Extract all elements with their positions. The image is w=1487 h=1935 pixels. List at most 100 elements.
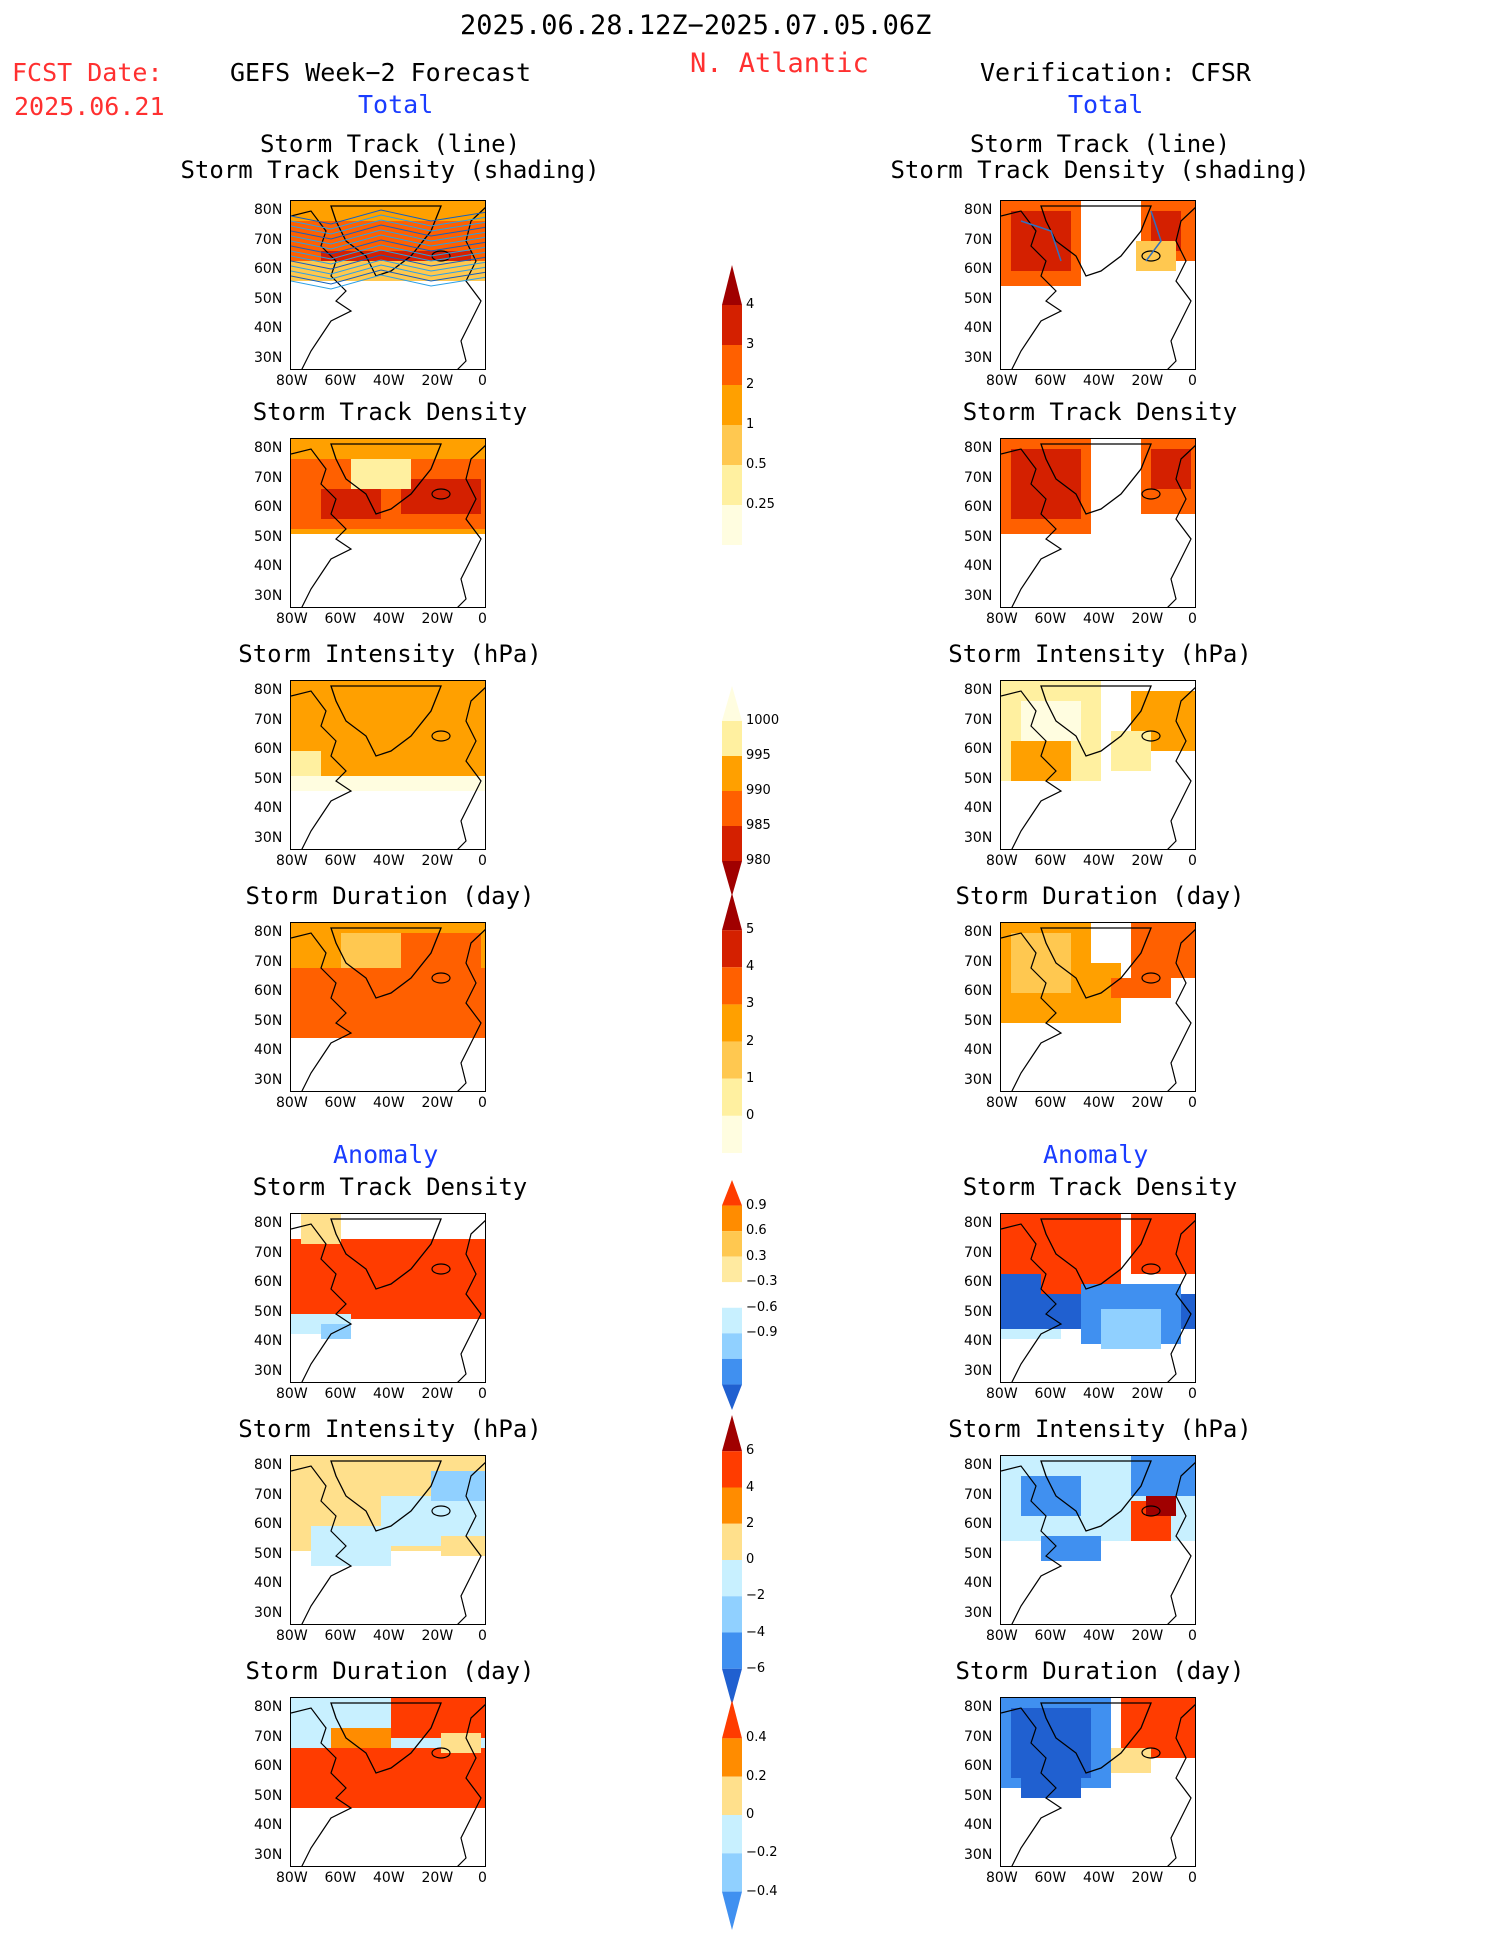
lon-tick-label: 40W <box>1083 1386 1115 1402</box>
lat-tick-label: 60N <box>254 983 283 999</box>
lat-tick-label: 50N <box>964 1787 993 1804</box>
colorbar-segment <box>722 465 742 505</box>
map-svg <box>291 1214 485 1382</box>
lon-tick-label: 80W <box>986 611 1018 627</box>
lat-tick-label: 60N <box>254 261 283 277</box>
panel-title: Storm Track (line) <box>259 130 521 158</box>
lat-tick-label: 80N <box>964 1457 993 1473</box>
europe-africa-coastline <box>457 929 485 1091</box>
lat-tick-label: 30N <box>254 1604 283 1621</box>
storm-track-line <box>291 259 485 275</box>
europe-africa-coastline <box>1167 1220 1195 1382</box>
lat-tick-label: 30N <box>964 1604 993 1621</box>
shading-cell <box>1131 923 1195 978</box>
lat-tick-label: 50N <box>254 1012 283 1029</box>
north-america-coastline <box>291 448 353 607</box>
colorbar-label: 1000 <box>746 713 780 728</box>
storm-track-line <box>291 229 485 245</box>
colorbar-label: 2 <box>746 1515 755 1531</box>
lon-tick-label: 0 <box>478 1095 487 1111</box>
colorbar-segment <box>722 1078 742 1116</box>
panel-title: Storm Duration (day) <box>245 1657 535 1685</box>
lat-tick-label: 50N <box>254 1545 283 1562</box>
shading-cell <box>1011 449 1081 519</box>
lon-tick-label: 60W <box>324 1628 357 1644</box>
lat-tick-label: 50N <box>254 290 283 307</box>
lon-tick-label: 0 <box>478 1628 487 1644</box>
colorbar-label: 985 <box>746 818 771 833</box>
left-total-label: Total <box>358 90 434 119</box>
lat-tick-label: 30N <box>964 587 993 604</box>
lat-tick-label: 80N <box>254 440 283 456</box>
lat-tick-label: 80N <box>964 1215 993 1231</box>
lat-tick-label: 40N <box>254 558 283 574</box>
colorbar-label: 980 <box>746 853 771 868</box>
lon-tick-label: 40W <box>373 1386 405 1402</box>
lon-tick-label: 60W <box>324 611 357 627</box>
colorbar-segment <box>722 1115 742 1153</box>
lat-tick-label: 80N <box>964 1699 993 1715</box>
north-america-coastline <box>1001 210 1063 369</box>
greenland-coastline <box>1040 685 1152 757</box>
map-svg <box>291 681 485 849</box>
lat-tick-label: 70N <box>254 953 283 970</box>
lat-tick-label: 40N <box>254 1817 283 1833</box>
lon-tick-label: 40W <box>1083 373 1115 389</box>
colorbar-intensity_anom <box>722 1415 742 1705</box>
left-anomaly-label: Anomaly <box>333 1140 439 1169</box>
lat-tick-label: 30N <box>964 1846 993 1863</box>
lon-tick-label: 40W <box>373 1095 405 1111</box>
map-panel <box>1000 200 1196 370</box>
north-america-coastline <box>291 932 353 1091</box>
colorbar-density_anom <box>722 1180 742 1410</box>
lon-tick-label: 20W <box>421 611 454 627</box>
lon-tick-label: 60W <box>1034 373 1067 389</box>
colorbar-segment <box>722 1776 742 1815</box>
colorbar-segment <box>722 1451 742 1488</box>
north-america-coastline <box>291 1707 353 1866</box>
lat-tick-label: 70N <box>254 469 283 486</box>
shading-cell <box>1131 1456 1195 1496</box>
lon-tick-label: 80W <box>986 1870 1018 1886</box>
lat-tick-label: 40N <box>964 1333 993 1349</box>
colorbar-segment <box>722 305 742 345</box>
map-svg <box>1001 681 1195 849</box>
lat-tick-label: 30N <box>964 1362 993 1379</box>
lon-tick-label: 0 <box>478 853 487 869</box>
lon-tick-label: 40W <box>373 373 405 389</box>
europe-africa-coastline <box>457 445 485 607</box>
shading-cell <box>441 1536 485 1556</box>
colorbar-label: −4 <box>746 1624 766 1640</box>
lat-tick-label: 50N <box>964 1303 993 1320</box>
iceland-coastline <box>431 1505 451 1517</box>
lat-tick-label: 60N <box>254 1516 283 1532</box>
shading-cell <box>1111 731 1151 771</box>
colorbar-segment <box>722 265 742 305</box>
greenland-coastline <box>330 1702 442 1774</box>
shading-cell <box>1136 241 1176 271</box>
lon-tick-label: 20W <box>421 1095 454 1111</box>
map-svg <box>1001 439 1195 607</box>
storm-track-line <box>1145 210 1162 262</box>
colorbar-segment <box>722 1632 742 1669</box>
lon-tick-label: 40W <box>1083 611 1115 627</box>
lon-tick-label: 80W <box>276 373 308 389</box>
colorbar-label: 0.5 <box>746 457 767 472</box>
panel-title: Storm Track Density <box>252 398 528 426</box>
lat-tick-label: 60N <box>254 499 283 515</box>
shading-cell <box>331 1728 391 1748</box>
lon-tick-label: 20W <box>421 1628 454 1644</box>
lat-tick-label: 50N <box>254 770 283 787</box>
lat-tick-label: 70N <box>964 711 993 728</box>
iceland-coastline <box>431 1747 451 1759</box>
iceland-coastline <box>1141 972 1161 984</box>
colorbar-label: 3 <box>746 996 755 1012</box>
storm-track-line <box>291 249 485 265</box>
lat-tick-label: 60N <box>964 741 993 757</box>
colorbar-label: 1 <box>746 417 755 432</box>
shading-cell <box>441 1733 481 1753</box>
shading-cell <box>391 1698 485 1738</box>
lon-tick-label: 60W <box>1034 1386 1067 1402</box>
colorbar-segment <box>722 1205 742 1232</box>
colorbar-segment <box>722 1231 742 1257</box>
